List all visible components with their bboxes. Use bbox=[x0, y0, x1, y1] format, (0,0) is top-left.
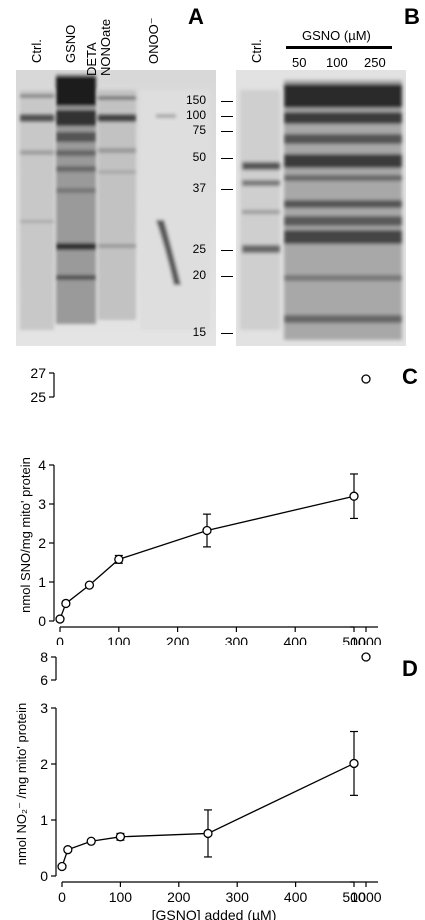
data-point bbox=[114, 554, 124, 565]
data-point bbox=[349, 758, 359, 769]
x-tick-label: 0 bbox=[58, 889, 66, 905]
y-tick-label: 8 bbox=[40, 649, 48, 665]
data-point bbox=[55, 614, 65, 624]
data-point bbox=[203, 828, 213, 839]
y-tick-label: 25 bbox=[30, 389, 46, 405]
panel-letter-a: A bbox=[188, 4, 204, 29]
y-tick-label: 27 bbox=[30, 365, 46, 381]
x-tick-label: 0 bbox=[56, 634, 64, 645]
marker-tick bbox=[221, 333, 233, 334]
x-tick-label: 1000 bbox=[350, 634, 381, 645]
data-point bbox=[61, 598, 71, 609]
x-tick-label: 400 bbox=[284, 889, 308, 905]
y-tick-label: 2 bbox=[38, 535, 46, 551]
data-point bbox=[84, 580, 95, 590]
panel-letter-c: C bbox=[402, 364, 418, 389]
marker-label: 50 bbox=[192, 150, 206, 164]
data-point bbox=[202, 525, 212, 536]
blot-b-ctrl-label: Ctrl. bbox=[249, 39, 264, 63]
y-tick-label: 2 bbox=[40, 756, 48, 772]
marker-tick bbox=[221, 250, 233, 251]
marker-tick bbox=[221, 116, 233, 117]
y-tick-label: 3 bbox=[40, 700, 48, 716]
y-tick-label: 0 bbox=[38, 613, 46, 629]
gsno-header: GSNO (µM) bbox=[302, 28, 371, 43]
y-tick-label: 3 bbox=[38, 496, 46, 512]
y-tick-label: 0 bbox=[40, 868, 48, 884]
x-tick-label: 1000 bbox=[350, 889, 381, 905]
x-tick-label: 300 bbox=[225, 634, 249, 645]
blot-b-image bbox=[236, 70, 406, 346]
panel-letter-d: D bbox=[402, 656, 418, 681]
lane-label-deta: DETA NONOate bbox=[84, 18, 113, 76]
marker-label: 15 bbox=[192, 325, 206, 339]
marker-label: 25 bbox=[192, 242, 206, 256]
gsno-concentration: 100 bbox=[326, 55, 348, 70]
x-tick-label: 400 bbox=[284, 634, 308, 645]
data-point bbox=[86, 836, 96, 846]
lane-label-ctrl: Ctrl. bbox=[29, 39, 44, 63]
marker-tick bbox=[221, 158, 233, 159]
x-tick-label: 100 bbox=[107, 634, 131, 645]
x-tick-label: 200 bbox=[166, 634, 190, 645]
data-point-outlier bbox=[361, 652, 371, 662]
lane-label-onoo: ONOO⁻ bbox=[146, 17, 161, 64]
x-axis-title: [GSNO] added (µM) bbox=[152, 907, 277, 920]
gsno-header-bar bbox=[286, 46, 392, 49]
y-tick-label: 1 bbox=[40, 812, 48, 828]
gsno-concentration: 250 bbox=[364, 55, 386, 70]
marker-label: 75 bbox=[192, 123, 206, 137]
y-tick-label: 4 bbox=[38, 457, 46, 473]
x-tick-label: 300 bbox=[226, 889, 250, 905]
x-tick-label: 500 bbox=[342, 634, 366, 645]
data-point-outlier bbox=[361, 374, 371, 384]
x-tick-label: 500 bbox=[342, 889, 366, 905]
data-point bbox=[349, 491, 359, 501]
y-axis-title: nmol NO₂⁻ /mg mito' protein bbox=[14, 703, 29, 866]
marker-tick bbox=[221, 101, 233, 102]
marker-tick bbox=[221, 276, 233, 277]
data-point bbox=[63, 845, 73, 855]
gsno-concentration: 50 bbox=[292, 55, 307, 70]
marker-label: 100 bbox=[185, 108, 206, 122]
marker-label: 37 bbox=[192, 181, 206, 195]
x-tick-label: 200 bbox=[167, 889, 191, 905]
y-tick-label: 1 bbox=[38, 574, 46, 590]
data-point bbox=[57, 861, 67, 872]
y-tick-label: 6 bbox=[40, 672, 48, 688]
lane-label-gsno: GSNO bbox=[63, 24, 78, 63]
x-tick-label: 100 bbox=[109, 889, 133, 905]
marker-tick bbox=[221, 189, 233, 190]
marker-label: 20 bbox=[192, 268, 206, 282]
marker-label: 150 bbox=[185, 93, 206, 107]
marker-tick bbox=[221, 131, 233, 132]
y-axis-title: nmol SNO/mg mito' protein bbox=[18, 457, 33, 613]
data-point bbox=[115, 832, 126, 842]
panel-letter-b: B bbox=[404, 4, 420, 29]
blot-a-image bbox=[16, 70, 216, 346]
